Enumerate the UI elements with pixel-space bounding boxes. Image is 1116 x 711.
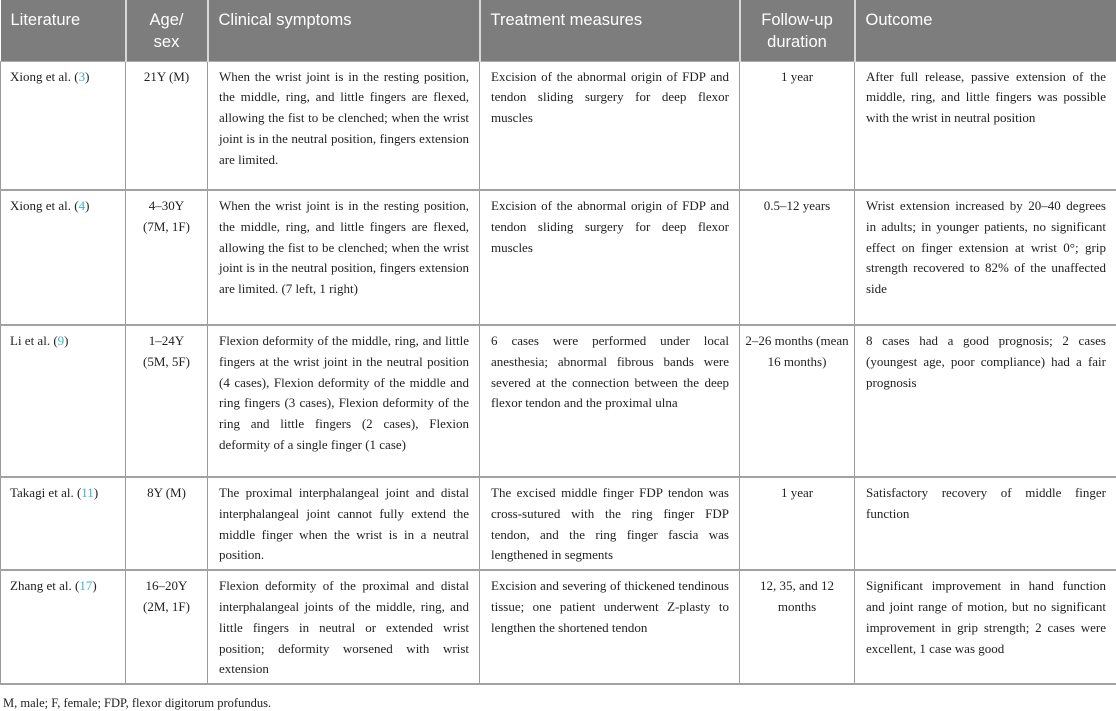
- age-sex-cell: 4–30Y(7M, 1F): [126, 190, 208, 325]
- author-text: Xiong et al. (: [10, 198, 79, 213]
- follow-up-cell: 2–26 months (mean 16 months): [740, 325, 855, 477]
- follow-up-cell: 1 year: [740, 477, 855, 570]
- age-value: 21Y (M): [130, 67, 203, 88]
- clinical-symptoms-cell: Flexion deformity of the proximal and di…: [208, 570, 480, 684]
- header-label: Follow-up: [751, 9, 844, 31]
- author-text: ): [92, 578, 96, 593]
- clinical-symptoms-cell: The proximal interphalangeal joint and d…: [208, 477, 480, 570]
- treatment-cell: Excision of the abnormal origin of FDP a…: [480, 61, 740, 190]
- outcome-cell: Wrist extension increased by 20–40 degre…: [855, 190, 1116, 325]
- literature-cell: Li et al. (9): [1, 325, 126, 477]
- age-sex-cell: 1–24Y(5M, 5F): [126, 325, 208, 477]
- table-row: Li et al. (9) 1–24Y(5M, 5F) Flexion defo…: [1, 325, 1116, 477]
- author-text: ): [85, 69, 89, 84]
- sex-value: (5M, 5F): [130, 352, 203, 373]
- treatment-cell: The excised middle finger FDP tendon was…: [480, 477, 740, 570]
- table-row: Takagi et al. (11) 8Y (M) The proximal i…: [1, 477, 1116, 570]
- citation-link[interactable]: 17: [79, 578, 92, 593]
- table-row: Xiong et al. (3) 21Y (M) When the wrist …: [1, 61, 1116, 190]
- table-row: Zhang et al. (17) 16–20Y(2M, 1F) Flexion…: [1, 570, 1116, 684]
- author-text: ): [64, 333, 68, 348]
- author-text: ): [85, 198, 89, 213]
- clinical-symptoms-cell: When the wrist joint is in the resting p…: [208, 61, 480, 190]
- outcome-cell: 8 cases had a good prognosis; 2 cases (y…: [855, 325, 1116, 477]
- sex-value: (2M, 1F): [130, 597, 203, 618]
- header-label: sex: [137, 31, 197, 53]
- table-row: Xiong et al. (4) 4–30Y(7M, 1F) When the …: [1, 190, 1116, 325]
- treatment-cell: 6 cases were performed under local anest…: [480, 325, 740, 477]
- header-cell-follow-up-duration: Follow-up duration: [740, 0, 855, 61]
- header-cell-treatment-measures: Treatment measures: [480, 0, 740, 61]
- age-sex-cell: 8Y (M): [126, 477, 208, 570]
- header-label: Literature: [11, 9, 115, 31]
- author-text: Zhang et al. (: [10, 578, 79, 593]
- age-sex-cell: 21Y (M): [126, 61, 208, 190]
- author-text: Takagi et al. (: [10, 485, 81, 500]
- clinical-symptoms-cell: When the wrist joint is in the resting p…: [208, 190, 480, 325]
- treatment-cell: Excision and severing of thickened tendi…: [480, 570, 740, 684]
- table-header-row: Literature Age/ sex Clinical symptoms Tr…: [1, 0, 1116, 61]
- outcome-cell: Significant improvement in hand function…: [855, 570, 1116, 684]
- header-label: Age/: [137, 9, 197, 31]
- age-value: 16–20Y: [130, 576, 203, 597]
- outcome-cell: After full release, passive extension of…: [855, 61, 1116, 190]
- literature-cell: Xiong et al. (4): [1, 190, 126, 325]
- age-value: 1–24Y: [130, 331, 203, 352]
- table-footnote: M, male; F, female; FDP, flexor digitoru…: [0, 685, 1116, 711]
- header-cell-literature: Literature: [1, 0, 126, 61]
- age-sex-cell: 16–20Y(2M, 1F): [126, 570, 208, 684]
- treatment-cell: Excision of the abnormal origin of FDP a…: [480, 190, 740, 325]
- header-cell-clinical-symptoms: Clinical symptoms: [208, 0, 480, 61]
- citation-link[interactable]: 11: [81, 485, 94, 500]
- header-label: duration: [751, 31, 844, 53]
- outcome-cell: Satisfactory recovery of middle finger f…: [855, 477, 1116, 570]
- literature-cell: Zhang et al. (17): [1, 570, 126, 684]
- literature-cell: Takagi et al. (11): [1, 477, 126, 570]
- author-text: Li et al. (: [10, 333, 58, 348]
- sex-value: (7M, 1F): [130, 217, 203, 238]
- age-value: 4–30Y: [130, 196, 203, 217]
- literature-cell: Xiong et al. (3): [1, 61, 126, 190]
- author-text: Xiong et al. (: [10, 69, 79, 84]
- follow-up-cell: 12, 35, and 12 months: [740, 570, 855, 684]
- header-label: Treatment measures: [491, 9, 729, 31]
- follow-up-cell: 1 year: [740, 61, 855, 190]
- header-label: Outcome: [866, 9, 1107, 31]
- case-series-table: Literature Age/ sex Clinical symptoms Tr…: [0, 0, 1116, 685]
- author-text: ): [94, 485, 98, 500]
- header-cell-outcome: Outcome: [855, 0, 1116, 61]
- header-label: Clinical symptoms: [219, 9, 469, 31]
- clinical-symptoms-cell: Flexion deformity of the middle, ring, a…: [208, 325, 480, 477]
- follow-up-cell: 0.5–12 years: [740, 190, 855, 325]
- header-cell-age-sex: Age/ sex: [126, 0, 208, 61]
- age-value: 8Y (M): [130, 483, 203, 504]
